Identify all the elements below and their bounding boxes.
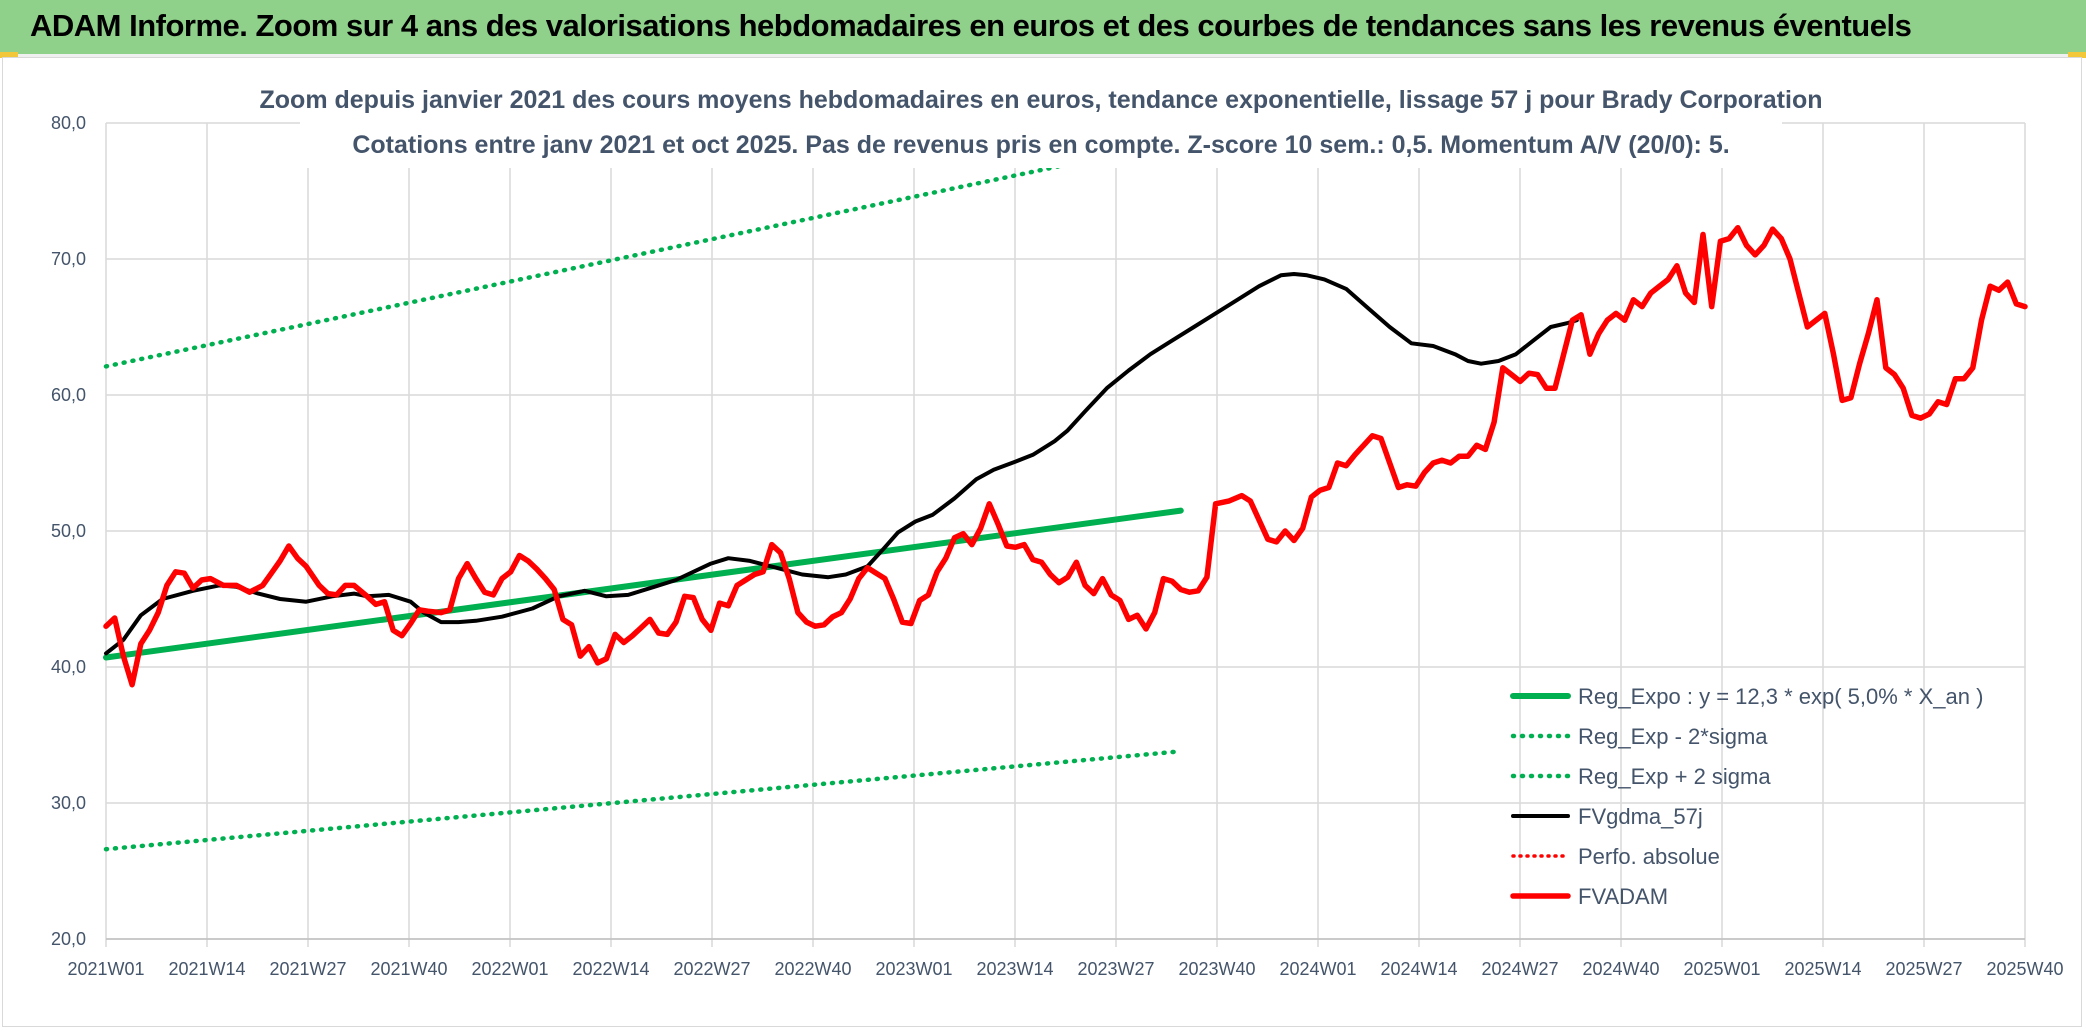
x-tick-label: 2023W40 <box>1178 959 1255 979</box>
x-tick-label: 2023W14 <box>976 959 1053 979</box>
header-banner: ADAM Informe. Zoom sur 4 ans des valoris… <box>0 0 2086 57</box>
chart-title-line-1: Zoom depuis janvier 2021 des cours moyen… <box>260 86 1823 114</box>
x-tick-label: 2025W27 <box>1885 959 1962 979</box>
x-tick-label: 2021W14 <box>168 959 245 979</box>
y-tick-label: 20,0 <box>51 929 86 949</box>
series-line-reg-exp-2-sigma <box>103 749 1184 852</box>
x-tick-label: 2025W14 <box>1784 959 1861 979</box>
chart-title: Zoom depuis janvier 2021 des cours moyen… <box>260 78 1823 168</box>
x-tick-label: 2022W40 <box>774 959 851 979</box>
x-tick-label: 2025W40 <box>1986 959 2063 979</box>
y-tick-label: 40,0 <box>51 657 86 677</box>
y-tick-label: 70,0 <box>51 249 86 269</box>
page-title: ADAM Informe. Zoom sur 4 ans des valoris… <box>30 8 1912 43</box>
legend-label: FVADAM <box>1578 884 1668 909</box>
legend-label: FVgdma_57j <box>1578 804 1703 829</box>
x-tick-label: 2021W01 <box>67 959 144 979</box>
title-background <box>300 78 1782 168</box>
x-tick-label: 2024W14 <box>1380 959 1457 979</box>
x-tick-label: 2021W40 <box>370 959 447 979</box>
y-tick-label: 80,0 <box>51 113 86 133</box>
x-tick-label: 2024W27 <box>1481 959 1558 979</box>
x-tick-label: 2024W40 <box>1582 959 1659 979</box>
x-tick-label: 2022W14 <box>572 959 649 979</box>
legend-label: Reg_Exp - 2*sigma <box>1578 724 1768 749</box>
chart-title-line-2: Cotations entre janv 2021 et oct 2025. P… <box>352 131 1729 159</box>
x-axis: 2021W01 2021W14 2021W27 2021W40 2022W01 2022W… <box>67 959 2063 979</box>
series-layer <box>103 138 2028 852</box>
x-tick-label: 2022W01 <box>471 959 548 979</box>
series-line-fvgdma-57j <box>104 272 1579 656</box>
legend-label: Reg_Exp + 2 sigma <box>1578 764 1771 789</box>
legend-label: Reg_Expo : y = 12,3 * exp( 5,0% * X_an ) <box>1578 684 1983 709</box>
series-line-reg-expo-y-12-3-exp-5-0-x-an <box>103 507 1184 661</box>
x-tick-label: 2021W27 <box>269 959 346 979</box>
legend: Reg_Expo : y = 12,3 * exp( 5,0% * X_an )… <box>1510 684 1983 909</box>
x-tick-label: 2024W01 <box>1279 959 1356 979</box>
y-tick-label: 60,0 <box>51 385 86 405</box>
grid-lines <box>105 122 2026 947</box>
legend-label: Perfo. absolue <box>1578 844 1720 869</box>
x-tick-label: 2022W27 <box>673 959 750 979</box>
series-line-reg-exp-2-sigma <box>103 138 1184 369</box>
series-line-fvadam <box>103 224 2028 688</box>
corner-accent-left <box>0 52 18 58</box>
x-tick-label: 2023W01 <box>875 959 952 979</box>
y-axis: 20,0 30,0 40,0 50,0 60,0 70,0 80,0 <box>51 113 86 949</box>
x-tick-label: 2023W27 <box>1077 959 1154 979</box>
x-tick-label: 2025W01 <box>1683 959 1760 979</box>
corner-accent-right <box>2068 52 2086 58</box>
y-tick-label: 30,0 <box>51 793 86 813</box>
chart-frame <box>2 57 2082 1027</box>
y-tick-label: 50,0 <box>51 521 86 541</box>
